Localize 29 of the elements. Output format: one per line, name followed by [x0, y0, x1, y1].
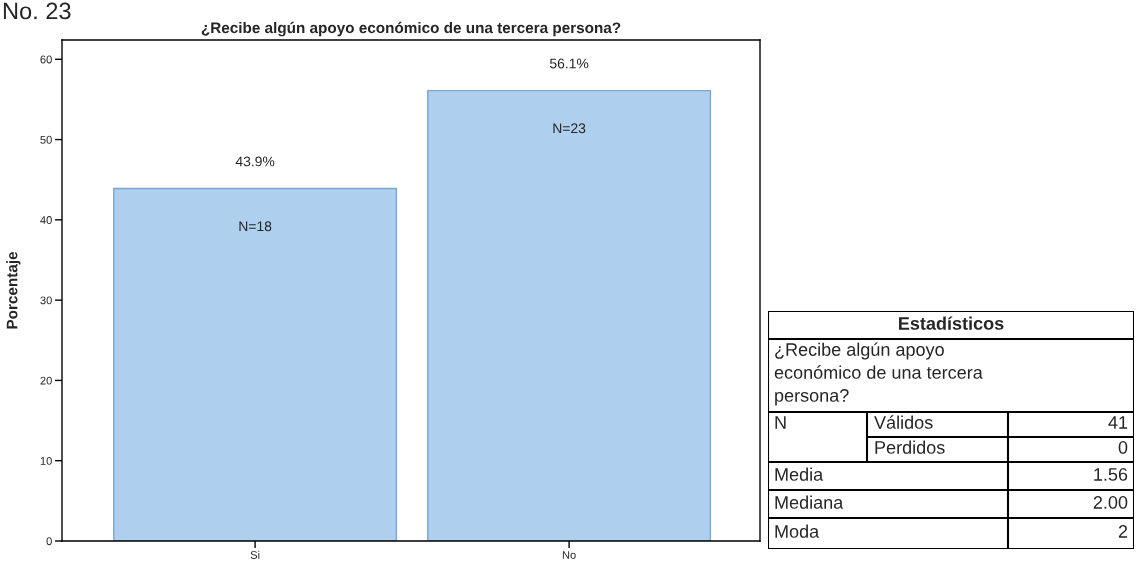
- y-axis-title: Porcentaje: [6, 251, 21, 329]
- text: 2: [1118, 525, 1128, 538]
- y-tick-label: 20: [40, 376, 52, 385]
- y-tick-label: 0: [46, 537, 52, 546]
- text: N: [775, 416, 786, 429]
- text: 41: [1108, 416, 1128, 429]
- text: 1.56: [1094, 468, 1128, 481]
- y-tick-label: 60: [40, 55, 52, 64]
- text: 2.00: [1093, 496, 1128, 509]
- text: Media: [775, 467, 824, 481]
- text: Estadísticos: [899, 316, 1004, 330]
- y-tick-label: 50: [40, 135, 52, 144]
- annotation: N=23: [553, 123, 586, 134]
- text: Moda: [775, 524, 820, 538]
- text: Mediana: [775, 495, 844, 509]
- text: Perdidos: [875, 440, 945, 454]
- y-tick-label: 30: [40, 296, 52, 305]
- text: Válidos: [874, 415, 933, 429]
- y-tick-label: 10: [40, 456, 52, 465]
- data-label: 56.1%: [549, 58, 589, 69]
- text: 0: [1118, 441, 1128, 454]
- text: ¿Recibe algún apoyo económico de una tercera persona?: [774, 342, 983, 406]
- data-label: 43.9%: [235, 156, 275, 167]
- x-tick-label: Si: [250, 550, 260, 559]
- y-tick-label: 40: [40, 216, 52, 224]
- text: No. 23: [3, 2, 71, 20]
- x-tick-label: No: [562, 551, 576, 559]
- annotation: N=18: [239, 221, 272, 232]
- chart-title: ¿Recibe algún apoyo económico de una tercera persona?: [201, 21, 621, 37]
